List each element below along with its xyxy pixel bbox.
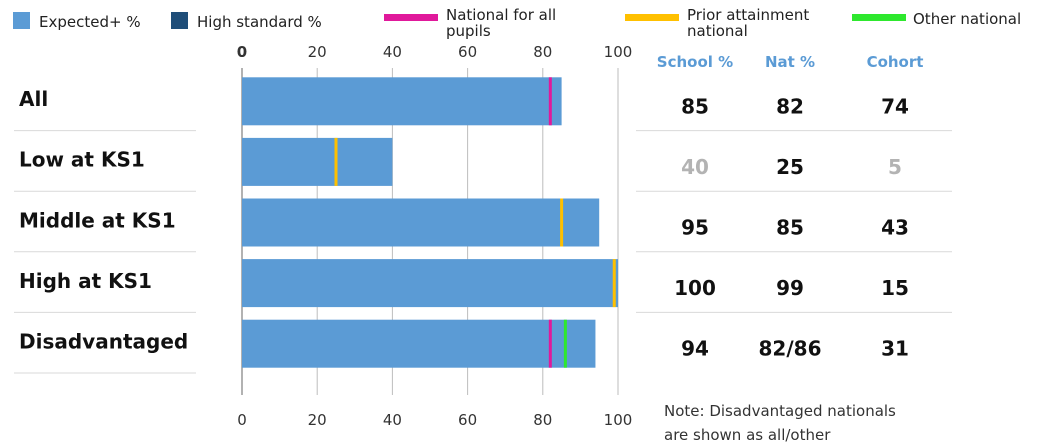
table-cell: 85 [681, 94, 709, 118]
tick-label-bottom: 100 [604, 411, 633, 429]
note-text: Note: Disadvantaged nationals [664, 402, 896, 420]
table-cell: 5 [888, 155, 902, 179]
legend-label-prior-attainment: Prior attainment national [687, 6, 809, 40]
tick-label-top: 100 [604, 43, 633, 61]
table-cell: 25 [776, 155, 804, 179]
table-cell: 82 [776, 94, 804, 118]
table-cell: 31 [881, 337, 909, 361]
marker-national-for-all-pupils [548, 319, 552, 368]
legend-swatch-national [384, 14, 438, 21]
table-cell: 15 [881, 276, 909, 300]
tick-label-top: 60 [458, 43, 477, 61]
tick-label-top: 80 [533, 43, 552, 61]
table-cell: 94 [681, 337, 709, 361]
category-label: High at KS1 [19, 269, 152, 293]
legend-label-national: National for all pupils [446, 6, 556, 40]
table-cell: 43 [881, 216, 909, 240]
note-text: are shown as all/other [664, 426, 831, 444]
tick-label-bottom: 20 [308, 411, 327, 429]
category-label: Low at KS1 [19, 148, 145, 172]
legend-swatch-prior-attainment [625, 14, 679, 21]
bar-low-at-ks1 [242, 137, 393, 186]
table-cell: 74 [881, 94, 909, 118]
marker-prior-attainment-national [612, 259, 616, 308]
legend-swatch-high-standard [171, 12, 188, 29]
table-header: Cohort [867, 53, 924, 71]
category-label: Disadvantaged [19, 329, 188, 353]
marker-prior-attainment-national [560, 198, 564, 247]
tick-label-top: 40 [383, 43, 402, 61]
table-header: School % [657, 53, 733, 71]
tick-label-bottom: 60 [458, 411, 477, 429]
table-cell: 95 [681, 216, 709, 240]
legend-swatch-expected [13, 12, 30, 29]
category-label: Middle at KS1 [19, 208, 176, 232]
marker-prior-attainment-national [334, 137, 338, 186]
table-cell: 82/86 [759, 337, 822, 361]
tick-label-top: 0 [237, 43, 247, 61]
tick-label-bottom: 0 [237, 411, 247, 429]
legend-label-high-standard: High standard % [197, 13, 322, 31]
category-label: All [19, 87, 48, 111]
bar-all [242, 77, 562, 126]
table-cell: 99 [776, 276, 804, 300]
legend-swatch-other-national [852, 14, 906, 21]
legend-label-expected: Expected+ % [39, 13, 141, 31]
table-cell: 40 [681, 155, 709, 179]
marker-other-national [563, 319, 567, 368]
bar-disadvantaged [242, 319, 596, 368]
tick-label-bottom: 80 [533, 411, 552, 429]
bar-high-at-ks1 [242, 259, 618, 308]
table-cell: 100 [674, 276, 716, 300]
legend-label-other-national: Other national [913, 10, 1021, 28]
tick-label-top: 20 [308, 43, 327, 61]
table-cell: 85 [776, 216, 804, 240]
marker-national-for-all-pupils [548, 77, 552, 126]
tick-label-bottom: 40 [383, 411, 402, 429]
bar-middle-at-ks1 [242, 198, 600, 247]
table-header: Nat % [765, 53, 815, 71]
